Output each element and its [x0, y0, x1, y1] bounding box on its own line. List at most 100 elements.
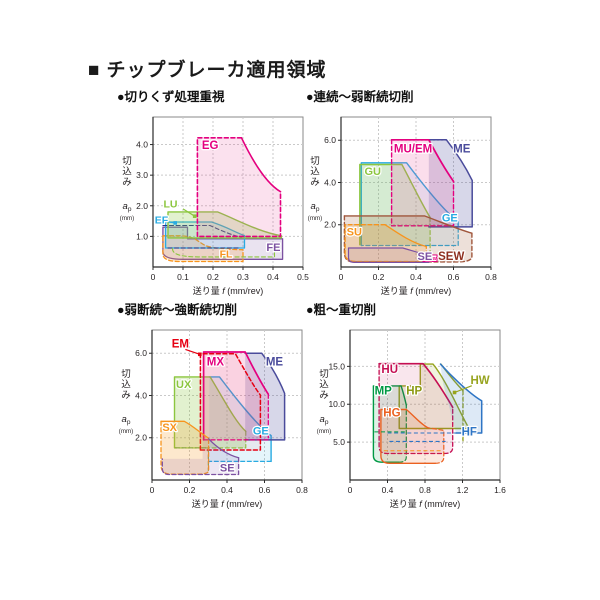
axes: 0 0.1 0.2 0.3 0.4 0.5 1.0 2.0 3.0 4.0 送り量 f (mm/re… [136, 117, 309, 296]
chart-continuous-light-interrupted: 0 0.2 0.4 0.6 0.8 2.0 4.0 6.0 送り量 f (mm/rev) 切込み a… [308, 116, 497, 296]
chart-subtitle-light-heavy-interrupted: ●弱断続～強断続切削 [117, 303, 238, 317]
axes: 0 0.2 0.4 0.6 0.8 2.0 4.0 6.0 送り量 f (mm/rev) [135, 330, 308, 509]
region-ME [245, 353, 285, 440]
x-axis-title: 送り量 f (mm/rev) [381, 285, 452, 296]
region-EF [165, 222, 245, 248]
y-axis-title-char: み [310, 177, 320, 188]
region-MP [373, 385, 407, 463]
x-tick-label: 0.8 [296, 485, 308, 495]
region-label-SE: SE [220, 463, 235, 475]
x-tick-label: 1.2 [457, 485, 469, 495]
y-axis-title-char: み [121, 390, 131, 401]
x-tick-label: 0.4 [267, 272, 279, 282]
chart-chip-control: 0 0.1 0.2 0.3 0.4 0.5 1.0 2.0 3.0 4.0 送り量 f (mm/re… [120, 116, 309, 296]
regions [372, 362, 483, 464]
y-axis-title-unit: (mm) [119, 428, 133, 435]
region-labels: HP MP HU HG HW HF [373, 363, 491, 440]
region-HP [399, 364, 470, 429]
y-axis-title-char: 込 [122, 167, 132, 178]
region-HG [380, 409, 444, 464]
region-SE [348, 248, 429, 263]
chart-rough-heavy: 0 0.4 0.8 1.2 1.6 5.0 10.0 15.0 送り量 f (mm/rev) 切込… [317, 329, 506, 509]
x-tick-label: 0.4 [382, 485, 394, 495]
y-axis-title-unit: (mm) [120, 215, 134, 222]
region-label-MP: MP [375, 385, 393, 397]
region-outline-EF [164, 221, 246, 249]
label-leader-line [185, 348, 201, 355]
region-label-EG: EG [202, 140, 219, 152]
x-tick-label: 0.6 [259, 485, 271, 495]
region-outline-MP [372, 385, 407, 463]
y-tick-label: 2.0 [324, 220, 336, 230]
x-tick-label: 0 [150, 485, 155, 495]
region-MU-EM [391, 139, 454, 226]
y-axis-title: 切込み ap (mm) [120, 156, 134, 222]
regions [162, 137, 284, 263]
region-label-HF: HF [462, 426, 477, 438]
region-outline-HF [439, 363, 483, 434]
y-axis-title-char: 切 [310, 156, 320, 167]
y-axis-title-symbol: ap [122, 414, 131, 426]
y-tick-label: 2.0 [136, 201, 148, 211]
region-SE [162, 438, 239, 475]
y-tick-label: 3.0 [136, 170, 148, 180]
y-axis-title: 切込み ap (mm) [317, 369, 331, 435]
region-outline-GE [360, 162, 459, 247]
region-outline-GU [359, 163, 431, 246]
x-tick-label: 0.2 [373, 272, 385, 282]
wiper-badge-text: Wiper [423, 256, 438, 262]
region-outline-MX [202, 351, 270, 441]
region-label-SE: SE [418, 251, 433, 263]
region-outline-LU [171, 248, 276, 258]
x-tick-label: 0.6 [448, 272, 460, 282]
x-tick-label: 0.4 [410, 272, 422, 282]
title-square-marker: ■ [88, 60, 101, 81]
region-label-LU: LU [164, 198, 178, 210]
region-label-HW: HW [470, 375, 489, 387]
gridlines [341, 117, 491, 267]
chart-subtitle-chip-control: ●切りくず処理重視 [117, 90, 225, 104]
region-outline-EG [240, 137, 282, 193]
region-label-HU: HU [381, 364, 398, 376]
region-EG [197, 137, 281, 237]
region-HU [379, 363, 453, 454]
region-outline-GE [208, 376, 272, 463]
x-axis-title: 送り量 f (mm/rev) [192, 498, 263, 509]
region-MX [203, 352, 269, 440]
region-outline-HP [398, 363, 470, 430]
region-outline-SX [160, 420, 210, 439]
region-label-GU: GU [364, 166, 381, 178]
x-tick-label: 0.8 [419, 485, 431, 495]
region-LU [168, 211, 282, 238]
leader-end-marker [452, 390, 457, 395]
y-axis-title-char: 切 [122, 156, 132, 167]
x-tick-label: 1.6 [494, 485, 506, 495]
gridlines [152, 330, 302, 480]
y-axis-title-symbol: ap [311, 201, 320, 213]
label-leader-line [454, 385, 473, 394]
region-labels: GE UX ME MX EM SX SE [161, 337, 284, 476]
y-tick-label: 6.0 [324, 135, 336, 145]
region-outline-SE [207, 438, 240, 459]
region-outline-HU [378, 363, 454, 455]
y-axis-title-symbol: ap [320, 414, 329, 426]
region-outline-HG [427, 427, 445, 464]
region-outline-LU [167, 211, 283, 239]
y-tick-label: 4.0 [135, 390, 147, 400]
region-label-ME: ME [266, 356, 284, 368]
wiper-badge [422, 254, 438, 263]
plot-frame [152, 116, 304, 268]
region-FE [162, 227, 283, 260]
region-label-UX: UX [176, 379, 192, 391]
y-tick-label: 15.0 [328, 361, 345, 371]
page-title-text: チップブレーカ適用領域 [106, 60, 327, 81]
y-axis-title-char: 切 [319, 369, 329, 380]
region-labels: FE FL EF LU EG [154, 139, 282, 262]
region-UX [174, 376, 246, 448]
y-axis-title-symbol: ap [123, 201, 132, 213]
region-outline-ME [244, 352, 286, 441]
chart-subtitle-rough-heavy: ●粗～重切削 [306, 303, 377, 317]
region-outline-MU-EM [390, 139, 455, 227]
region-label-SEW: SEW [438, 251, 464, 263]
